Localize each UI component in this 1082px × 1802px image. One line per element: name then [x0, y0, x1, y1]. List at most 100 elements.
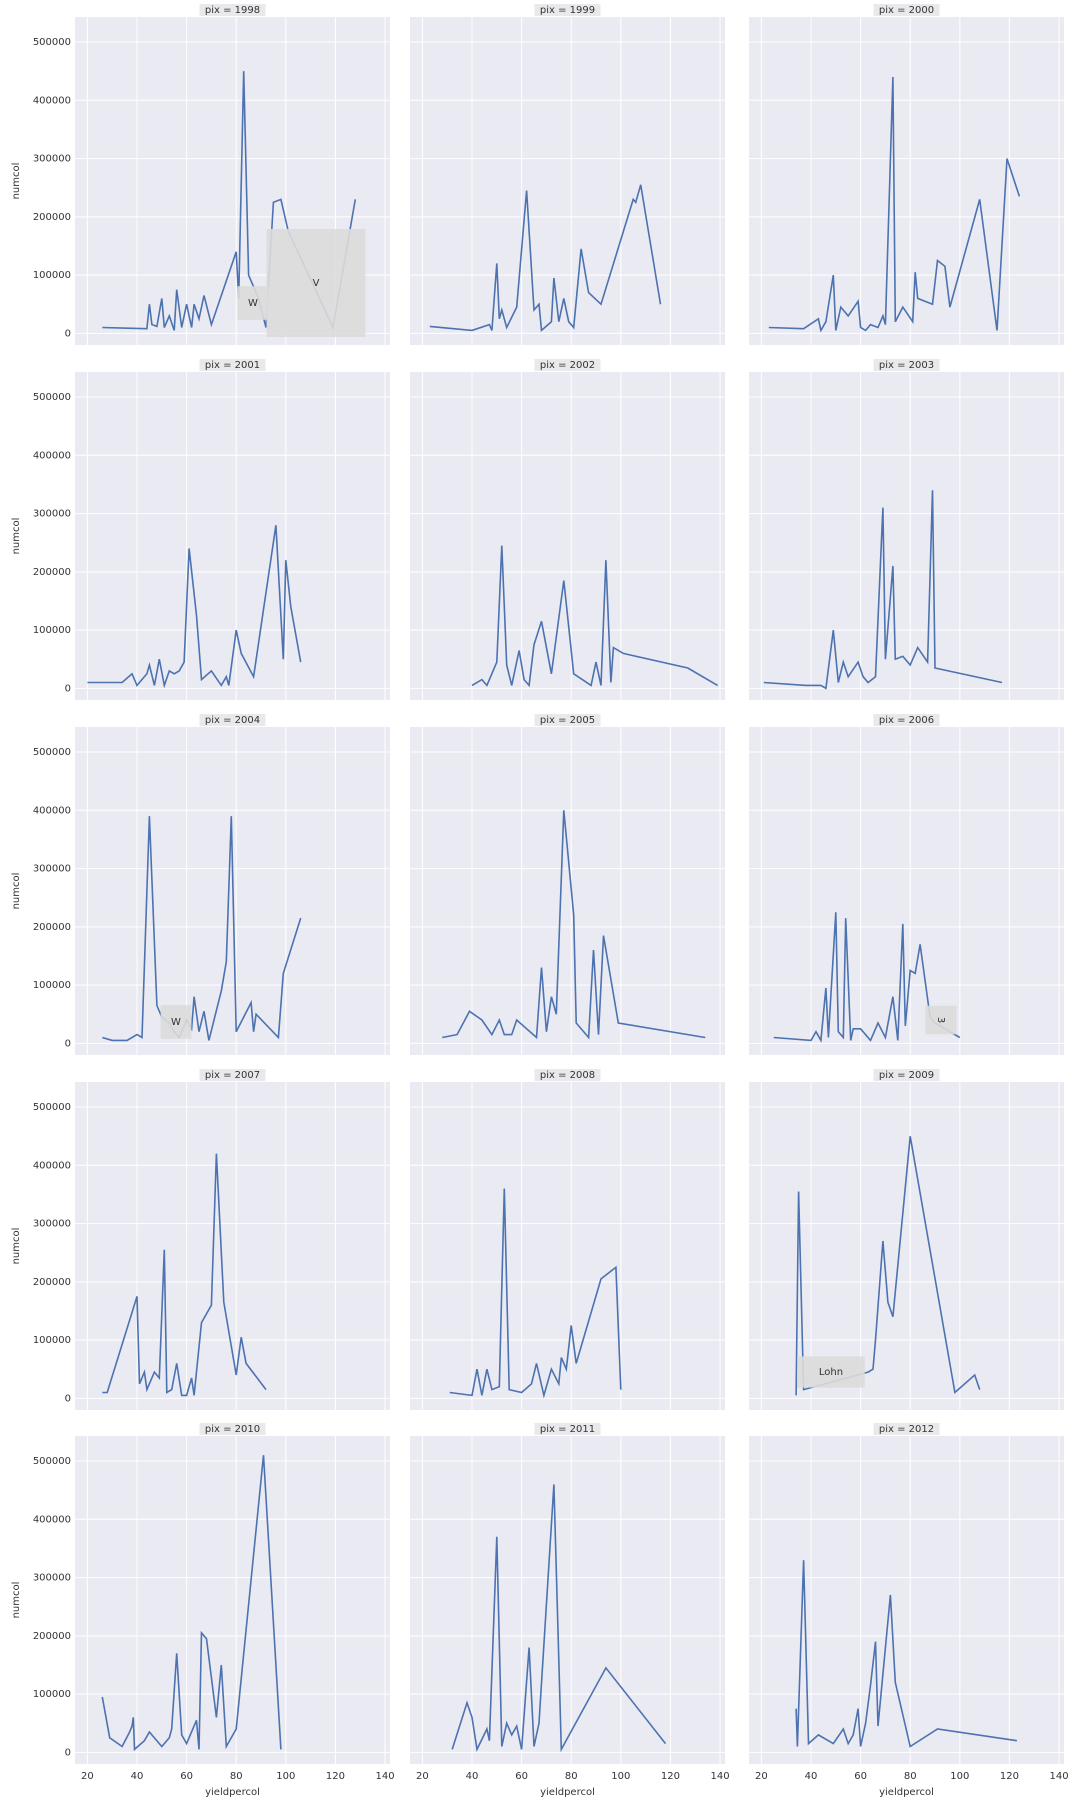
y-tick-label: 500000: [33, 1102, 71, 1113]
x-tick-label: 140: [710, 1771, 729, 1782]
facet-title-box: [534, 359, 601, 371]
y-tick-label: 300000: [33, 509, 71, 520]
y-tick-label: 400000: [33, 1160, 71, 1171]
x-tick-label: 20: [81, 1771, 94, 1782]
facet-title-box: [199, 714, 266, 726]
y-tick-label: 0: [65, 1038, 71, 1049]
facet-title-box: [534, 1423, 601, 1435]
facet-title-box: [534, 1069, 601, 1081]
y-tick-label: 300000: [33, 154, 71, 165]
data-line: [773, 912, 961, 1044]
annotation-box: [237, 286, 269, 320]
data-line: [101, 1455, 282, 1752]
y-tick-label: 0: [65, 1393, 71, 1404]
data-line: [451, 1484, 667, 1753]
x-tick-label: 120: [326, 1771, 345, 1782]
y-tick-label: 100000: [33, 1335, 71, 1346]
facet-title: pix = 2006: [879, 715, 934, 726]
y-axis-label: numcol: [11, 873, 22, 910]
panel-background: [75, 372, 390, 700]
facet-title-box: [534, 4, 601, 16]
facet-title-box: [873, 359, 940, 371]
x-tick-label: 120: [1000, 1771, 1019, 1782]
y-tick-label: 400000: [33, 95, 71, 106]
annotation: W: [248, 298, 258, 309]
x-tick-label: 40: [466, 1771, 479, 1782]
x-tick-label: 80: [904, 1771, 917, 1782]
facet-title-box: [199, 359, 266, 371]
annotation-box: [266, 229, 366, 337]
facet-title: pix = 2005: [540, 715, 595, 726]
facet-title: pix = 2004: [205, 715, 260, 726]
data-line: [102, 1153, 267, 1397]
x-axis-label: yieldpercol: [540, 1787, 595, 1798]
x-tick-label: 20: [416, 1771, 429, 1782]
y-tick-label: 100000: [33, 1689, 71, 1700]
facet-title-box: [199, 4, 266, 16]
x-tick-label: 100: [276, 1771, 295, 1782]
y-tick-label: 300000: [33, 864, 71, 875]
y-tick-label: 400000: [33, 1514, 71, 1525]
y-tick-label: 300000: [33, 1573, 71, 1584]
panel-background: [749, 1082, 1064, 1410]
x-tick-label: 80: [565, 1771, 578, 1782]
y-tick-label: 200000: [33, 212, 71, 223]
data-line: [449, 1188, 622, 1399]
x-tick-label: 120: [661, 1771, 680, 1782]
x-tick-label: 40: [805, 1771, 818, 1782]
y-tick-label: 100000: [33, 980, 71, 991]
data-line: [429, 184, 662, 333]
y-axis-label: numcol: [11, 1582, 22, 1619]
panel-background: [749, 17, 1064, 345]
x-axis-label: yieldpercol: [879, 1787, 934, 1798]
y-tick-label: 0: [65, 683, 71, 694]
facet-title: pix = 2012: [879, 1424, 934, 1435]
x-tick-label: 100: [950, 1771, 969, 1782]
y-tick-label: 500000: [33, 392, 71, 403]
facet-title: pix = 2009: [879, 1070, 934, 1081]
y-tick-label: 100000: [33, 625, 71, 636]
annotation: V: [313, 278, 320, 289]
facet-title: pix = 2001: [205, 360, 260, 371]
y-tick-label: 200000: [33, 567, 71, 578]
annotation: 3: [935, 1017, 946, 1023]
data-line: [471, 545, 719, 688]
y-tick-label: 100000: [33, 270, 71, 281]
facet-title: pix = 2008: [540, 1070, 595, 1081]
panel-background: [749, 727, 1064, 1055]
facet-title: pix = 1999: [540, 5, 595, 16]
facet-title-box: [199, 1069, 266, 1081]
y-tick-label: 500000: [33, 1456, 71, 1467]
y-tick-label: 200000: [33, 922, 71, 933]
y-tick-label: 500000: [33, 37, 71, 48]
annotation: W: [171, 1017, 181, 1028]
x-tick-label: 100: [611, 1771, 630, 1782]
panel-background: [410, 372, 725, 700]
facet-title: pix = 1998: [205, 5, 260, 16]
facet-title: pix = 2011: [540, 1424, 595, 1435]
data-line: [795, 1560, 1018, 1748]
panel-background: [749, 372, 1064, 700]
annotation-box: [925, 1005, 957, 1035]
data-line: [102, 816, 302, 1042]
facet-title: pix = 2002: [540, 360, 595, 371]
y-tick-label: 200000: [33, 1277, 71, 1288]
y-tick-label: 400000: [33, 805, 71, 816]
facet-title: pix = 2007: [205, 1070, 260, 1081]
data-line: [763, 490, 1003, 690]
y-tick-label: 0: [65, 1747, 71, 1758]
panel-background: [410, 17, 725, 345]
x-tick-label: 60: [515, 1771, 528, 1782]
facet-title-box: [199, 1423, 266, 1435]
facet-title: pix = 2003: [879, 360, 934, 371]
x-tick-label: 80: [230, 1771, 243, 1782]
y-tick-label: 200000: [33, 1631, 71, 1642]
y-tick-label: 400000: [33, 450, 71, 461]
x-tick-label: 140: [1049, 1771, 1068, 1782]
facet-title-box: [873, 1069, 940, 1081]
y-tick-label: 300000: [33, 1219, 71, 1230]
x-tick-label: 60: [854, 1771, 867, 1782]
panel-background: [75, 1082, 390, 1410]
panel-background: [75, 1436, 390, 1764]
